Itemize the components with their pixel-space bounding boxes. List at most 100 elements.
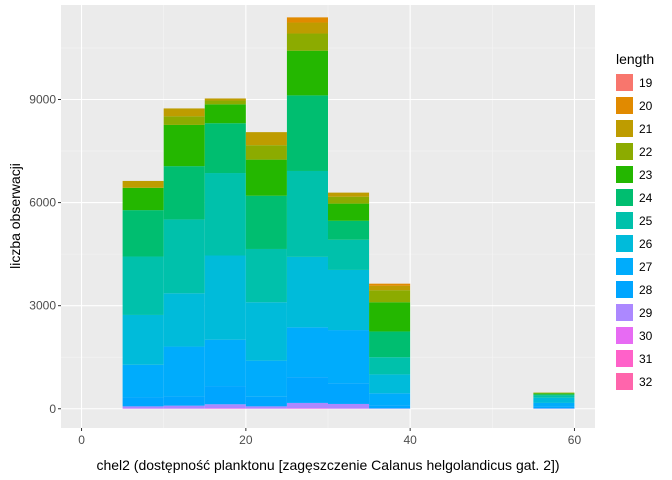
bar-segment-30-bin-2 <box>204 408 246 409</box>
bar-segment-26-bin-6 <box>369 374 411 394</box>
legend-title: length <box>616 51 654 67</box>
bar-segment-26-bin-1 <box>163 293 205 347</box>
legend-key-24 <box>616 189 633 206</box>
legend-label-21: 21 <box>639 122 653 136</box>
legend-key-27 <box>616 258 633 275</box>
bar-segment-21-bin-6 <box>369 285 411 291</box>
bar-segment-28-bin-4 <box>286 377 328 403</box>
bar-segment-27-bin-0 <box>122 364 164 398</box>
legend-label-31: 31 <box>639 352 653 366</box>
legend-key-29 <box>616 304 633 321</box>
bar-segment-25-bin-0 <box>122 256 164 315</box>
bar-segment-23-bin-1 <box>163 124 205 167</box>
bar-segment-21-bin-0 <box>122 180 164 188</box>
x-axis-title: chel2 (dostępność planktonu [zagęszczeni… <box>96 457 559 473</box>
bar-segment-24-bin-7 <box>533 394 575 396</box>
bars <box>122 17 575 409</box>
bar-segment-24-bin-3 <box>245 195 287 249</box>
bar-segment-29-bin-2 <box>204 404 246 409</box>
legend-label-24: 24 <box>639 191 653 205</box>
bar-segment-25-bin-6 <box>369 357 411 375</box>
bar-segment-28-bin-2 <box>204 386 246 405</box>
legend: length 19 20 21 22 23 24 25 26 27 28 29 30 31 32 <box>616 51 654 390</box>
x-tick-label: 40 <box>403 433 417 447</box>
legend-label-19: 19 <box>639 76 653 90</box>
legend-label-28: 28 <box>639 283 653 297</box>
y-tick-label: 9000 <box>29 92 56 106</box>
bar-segment-23-bin-2 <box>204 104 246 124</box>
bar-segment-29-bin-3 <box>245 406 287 409</box>
bar-segment-21-bin-3 <box>245 132 287 146</box>
legend-key-31 <box>616 350 633 367</box>
bar-segment-27-bin-7 <box>533 402 575 407</box>
legend-key-32 <box>616 373 633 390</box>
bar-segment-30-bin-4 <box>286 408 328 409</box>
legend-key-23 <box>616 166 633 183</box>
legend-label-22: 22 <box>639 145 653 159</box>
bar-segment-20-bin-6 <box>369 283 411 286</box>
bar-segment-26-bin-4 <box>286 256 328 328</box>
bar-segment-24-bin-1 <box>163 166 205 220</box>
bar-segment-26-bin-5 <box>328 269 370 331</box>
x-axis: 0 20 40 60 <box>78 428 581 447</box>
bar-segment-22-bin-1 <box>163 116 205 125</box>
legend-label-32: 32 <box>639 375 653 389</box>
bar-segment-27-bin-4 <box>286 327 328 378</box>
bar-segment-22-bin-5 <box>328 196 370 204</box>
legend-key-21 <box>616 120 633 137</box>
bar-segment-28-bin-0 <box>122 397 164 407</box>
bar-segment-20-bin-4 <box>286 17 328 23</box>
bar-segment-26-bin-3 <box>245 302 287 361</box>
x-tick-label: 60 <box>568 433 582 447</box>
bar-segment-21-bin-5 <box>328 192 370 197</box>
bar-segment-27-bin-1 <box>163 346 205 397</box>
bar-segment-24-bin-0 <box>122 210 164 257</box>
bar-segment-22-bin-7 <box>533 392 575 394</box>
bar-segment-29-bin-0 <box>122 406 164 409</box>
legend-key-22 <box>616 143 633 160</box>
bar-segment-29-bin-4 <box>286 402 328 409</box>
legend-label-20: 20 <box>639 99 653 113</box>
x-tick-label: 0 <box>78 433 85 447</box>
bar-segment-27-bin-2 <box>204 339 246 387</box>
bar-segment-26-bin-7 <box>533 397 575 403</box>
bar-segment-25-bin-4 <box>286 170 328 257</box>
bar-segment-22-bin-6 <box>369 290 411 303</box>
legend-key-25 <box>616 212 633 229</box>
y-tick-label: 6000 <box>29 196 56 210</box>
legend-key-19 <box>616 74 633 91</box>
bar-segment-22-bin-2 <box>204 100 246 105</box>
legend-key-20 <box>616 97 633 114</box>
legend-key-28 <box>616 281 633 298</box>
bar-segment-25-bin-2 <box>204 173 246 256</box>
legend-label-23: 23 <box>639 168 653 182</box>
legend-key-30 <box>616 327 633 344</box>
bar-segment-28-bin-6 <box>369 405 411 409</box>
bar-segment-29-bin-1 <box>163 405 205 409</box>
y-tick-label: 3000 <box>29 299 56 313</box>
bar-segment-22-bin-4 <box>286 33 328 51</box>
legend-label-30: 30 <box>639 329 653 343</box>
bar-segment-29-bin-5 <box>328 403 370 409</box>
bar-segment-23-bin-4 <box>286 50 328 96</box>
bar-segment-23-bin-7 <box>533 393 575 395</box>
bar-segment-21-bin-4 <box>286 22 328 34</box>
y-axis-title: liczba obserwacji <box>7 163 23 269</box>
bar-segment-27-bin-6 <box>369 393 411 406</box>
bar-segment-26-bin-0 <box>122 314 164 365</box>
bar-segment-24-bin-2 <box>204 123 246 174</box>
bar-segment-24-bin-6 <box>369 331 411 358</box>
y-tick-label: 0 <box>49 402 56 416</box>
bar-segment-25-bin-5 <box>328 239 370 270</box>
legend-label-26: 26 <box>639 237 653 251</box>
bar-segment-25-bin-3 <box>245 248 287 303</box>
bar-segment-22-bin-3 <box>245 145 287 160</box>
bar-segment-21-bin-1 <box>163 108 205 117</box>
legend-label-27: 27 <box>639 260 653 274</box>
bar-segment-28-bin-7 <box>533 406 575 409</box>
legend-label-25: 25 <box>639 214 653 228</box>
legend-label-29: 29 <box>639 306 653 320</box>
bar-segment-23-bin-6 <box>369 302 411 332</box>
bar-segment-23-bin-5 <box>328 203 370 221</box>
